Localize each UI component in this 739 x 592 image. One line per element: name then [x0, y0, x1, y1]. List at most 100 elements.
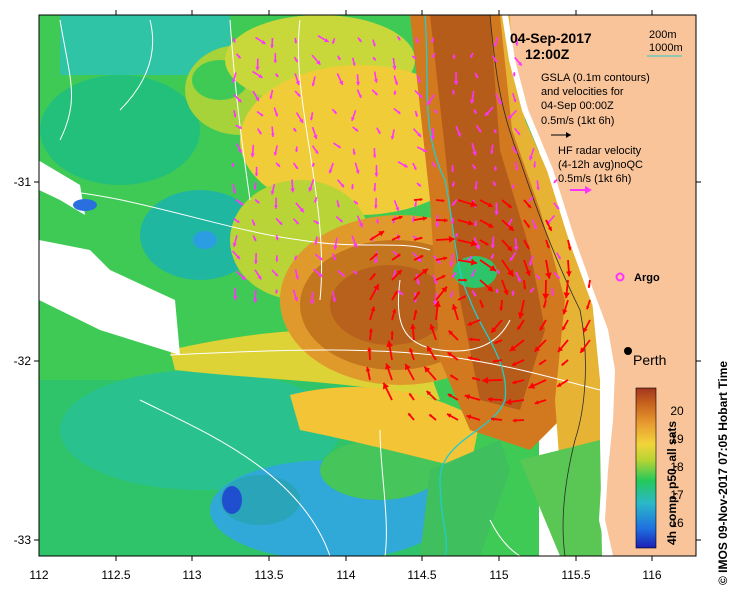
hf-vector-head — [451, 274, 455, 278]
gsla-vector-head — [507, 203, 512, 208]
gsla-vector-head — [424, 366, 431, 373]
hf-vector-head — [231, 164, 235, 168]
hf-vector-head — [237, 55, 241, 59]
hf-vector-head — [528, 262, 533, 266]
gsla-vector-head — [419, 236, 423, 240]
hf-vector-head — [453, 80, 459, 85]
gsla-vector-head — [426, 391, 432, 396]
hf-vector-head — [354, 271, 358, 275]
hf-vector-head — [472, 151, 477, 156]
hf-vector-head — [352, 152, 356, 155]
hf-vector-head — [356, 81, 361, 86]
colorbar-tick-19: 19 — [670, 432, 684, 446]
colorbar — [635, 387, 657, 549]
argo-label: Argo — [634, 272, 660, 284]
gsla-vector-head — [517, 325, 522, 330]
hf-vector-head — [514, 167, 519, 171]
gsla-vector-head — [468, 337, 473, 342]
x-tick-116: 116 — [642, 568, 661, 582]
hf-vector-head — [315, 220, 319, 224]
gsla-scale-arrowhead — [566, 132, 571, 138]
hf-vector-head — [336, 204, 340, 208]
gsla-vector-head — [490, 417, 495, 422]
hf-scale-arrowhead — [585, 186, 592, 194]
hf-vector-head — [260, 113, 264, 116]
hf-vector-head — [457, 132, 461, 137]
hf-vector-head — [337, 145, 341, 148]
hf-vector-head — [316, 60, 321, 65]
colorbar-tick-18: 18 — [670, 460, 684, 474]
gsla-vector-head — [441, 275, 446, 279]
hf-vector-head — [513, 246, 519, 251]
hf-vector-head — [273, 152, 278, 156]
hf-vector-head — [295, 276, 299, 280]
hf-vector-head — [314, 199, 318, 203]
gsla-vector-head — [396, 254, 401, 258]
hf-vector-head — [515, 43, 519, 46]
hf-vector-head — [255, 96, 259, 101]
hf-vector-head — [472, 165, 476, 169]
gsla-vector-head — [586, 305, 590, 310]
gsla-vector-head — [509, 345, 517, 352]
hf-vector-head — [290, 188, 295, 193]
hf-vector-head — [473, 110, 477, 114]
x-tick-112-5: 112.5 — [101, 568, 130, 582]
gsla-scale-label: 0.5m/s (1kt 6h) — [541, 115, 614, 127]
gsla-vector-head — [416, 291, 420, 296]
hf-vector-head — [533, 225, 537, 230]
hf-vector-head — [414, 113, 418, 117]
gsla-velocity-vectors — [365, 198, 591, 423]
gsla-vector-head — [396, 270, 402, 275]
gsla-vector-head — [512, 418, 517, 423]
hf-vector-head — [470, 54, 474, 58]
hf-vector-head — [328, 169, 333, 174]
gsla-vector-head — [447, 413, 452, 418]
hf-vector-head — [274, 290, 279, 294]
gsla-vector-head — [482, 376, 489, 384]
gsla-vector-head — [545, 272, 552, 279]
gsla-vector-head — [419, 255, 424, 259]
gsla-vector-head — [567, 246, 572, 251]
hf-vector-head — [333, 245, 338, 250]
hf-vector-head — [493, 130, 497, 134]
hf-vector-head — [295, 149, 299, 152]
hf-vector-head — [494, 211, 499, 216]
y-axis: -31 -32 -33 — [14, 175, 32, 547]
gsla-vector-head — [373, 284, 379, 291]
plot-frame — [38, 14, 697, 557]
hf-vector-head — [452, 56, 456, 59]
gsla-vector-head — [470, 239, 478, 247]
hf-vector-head — [417, 257, 422, 262]
gsla-vector-head — [480, 304, 484, 308]
colorbar-ticks: 20 19 18 17 16 — [670, 404, 684, 530]
hf-vector-head — [232, 242, 237, 247]
gsla-vector-head — [562, 326, 566, 331]
gsla-vector-head — [487, 285, 493, 292]
hf-vector-head — [496, 270, 500, 274]
hf-vector-head — [435, 223, 440, 228]
gsla-vector-head — [534, 400, 539, 405]
hf-vector-head — [314, 150, 319, 154]
gsla-vector-head — [444, 218, 448, 223]
gsla-vector-head — [492, 359, 496, 363]
gsla-vector-head — [499, 307, 504, 311]
gsla-vector-head — [447, 394, 452, 398]
hf-vector-head — [341, 273, 345, 277]
hf-vector-head — [474, 186, 478, 190]
hf-vector-head — [417, 133, 422, 137]
hf-vector-head — [553, 179, 557, 183]
colorbar-tick-20: 20 — [670, 404, 684, 418]
hf-vector-head — [256, 200, 260, 204]
hf-vector-head — [318, 272, 323, 277]
hf-vector-head — [469, 99, 475, 104]
gsla-vector-head — [491, 326, 497, 333]
hf-vector-head — [261, 40, 266, 44]
gsla-vector-head — [565, 271, 572, 277]
hf-vector-head — [455, 234, 459, 238]
hf-vector-head — [293, 297, 299, 302]
hf-vector-head — [324, 38, 329, 43]
gsla-vector-head — [487, 222, 494, 228]
x-tick-115: 115 — [489, 568, 508, 582]
gsla-vector-head — [434, 300, 441, 308]
